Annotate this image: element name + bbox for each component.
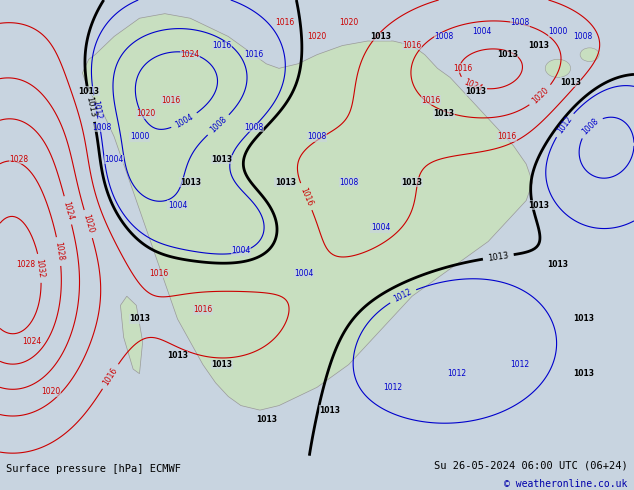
Text: 1016: 1016 — [498, 132, 517, 141]
Text: 1013: 1013 — [547, 260, 569, 269]
Text: 1016: 1016 — [212, 41, 231, 50]
Text: 1016: 1016 — [101, 366, 119, 387]
Text: Surface pressure [hPa] ECMWF: Surface pressure [hPa] ECMWF — [6, 464, 181, 474]
Text: 1024: 1024 — [181, 50, 200, 59]
Text: 1013: 1013 — [167, 351, 188, 360]
Text: 1004: 1004 — [472, 27, 491, 36]
Text: 1016: 1016 — [453, 64, 472, 73]
Text: 1000: 1000 — [548, 27, 567, 36]
Text: 1012: 1012 — [510, 360, 529, 369]
Text: 1013: 1013 — [370, 32, 391, 41]
Text: 1004: 1004 — [168, 200, 187, 210]
Text: 1008: 1008 — [434, 32, 453, 41]
Text: 1028: 1028 — [10, 155, 29, 164]
Text: 1008: 1008 — [581, 117, 600, 136]
Text: 1016: 1016 — [276, 18, 295, 27]
Text: 1008: 1008 — [510, 18, 529, 27]
Text: 1013: 1013 — [560, 77, 581, 87]
Text: 1020: 1020 — [307, 32, 327, 41]
Text: 1013: 1013 — [433, 109, 455, 119]
Text: 1013: 1013 — [78, 87, 100, 96]
Text: 1013: 1013 — [496, 50, 518, 59]
Text: 1013: 1013 — [573, 369, 594, 378]
Circle shape — [545, 59, 571, 77]
Text: 1012: 1012 — [392, 287, 413, 304]
Text: 1013: 1013 — [528, 200, 550, 210]
Text: 1016: 1016 — [422, 96, 441, 105]
Text: 1016: 1016 — [193, 305, 212, 315]
Text: 1020: 1020 — [81, 214, 95, 235]
Text: 1028: 1028 — [16, 260, 35, 269]
Text: 1004: 1004 — [231, 246, 250, 255]
Text: 1016: 1016 — [299, 186, 314, 207]
Text: 1012: 1012 — [555, 115, 574, 135]
Text: 1013: 1013 — [211, 360, 233, 369]
Text: 1013: 1013 — [275, 178, 296, 187]
Text: 1024: 1024 — [61, 200, 75, 221]
Text: 1016: 1016 — [244, 50, 263, 59]
Text: 1032: 1032 — [35, 258, 46, 278]
Text: 1013: 1013 — [256, 415, 277, 424]
Text: 1008: 1008 — [92, 123, 111, 132]
Text: 1008: 1008 — [244, 123, 263, 132]
Text: 1013: 1013 — [84, 96, 98, 118]
Text: 1008: 1008 — [339, 178, 358, 187]
Text: 1004: 1004 — [295, 269, 314, 278]
Text: 1028: 1028 — [53, 242, 65, 262]
Text: 1000: 1000 — [130, 132, 149, 141]
Text: 1004: 1004 — [105, 155, 124, 164]
Text: 1008: 1008 — [307, 132, 327, 141]
Text: 1004: 1004 — [371, 223, 390, 232]
Text: 1020: 1020 — [41, 388, 60, 396]
Polygon shape — [120, 296, 143, 374]
Text: 1012: 1012 — [90, 99, 103, 120]
Text: 1008: 1008 — [209, 115, 228, 135]
Text: 1008: 1008 — [574, 32, 593, 41]
Text: 1013: 1013 — [179, 178, 201, 187]
Text: 1013: 1013 — [528, 41, 550, 50]
Text: 1020: 1020 — [136, 109, 155, 119]
Text: 1016: 1016 — [162, 96, 181, 105]
Text: 1004: 1004 — [174, 112, 195, 130]
Text: 1013: 1013 — [573, 315, 594, 323]
Text: 1020: 1020 — [531, 86, 551, 105]
Text: 1013: 1013 — [487, 251, 509, 263]
Circle shape — [580, 48, 599, 62]
Text: 1013: 1013 — [319, 406, 340, 415]
Text: © weatheronline.co.uk: © weatheronline.co.uk — [504, 479, 628, 489]
Text: 1013: 1013 — [211, 155, 233, 164]
Text: 1016: 1016 — [149, 269, 168, 278]
Text: 1013: 1013 — [401, 178, 423, 187]
Text: 1024: 1024 — [22, 337, 41, 346]
Text: 1012: 1012 — [447, 369, 466, 378]
Polygon shape — [82, 14, 533, 410]
Text: 1013: 1013 — [465, 87, 486, 96]
Text: 1013: 1013 — [129, 315, 150, 323]
Text: 1012: 1012 — [384, 383, 403, 392]
Text: 1016: 1016 — [403, 41, 422, 50]
Text: 1020: 1020 — [339, 18, 358, 27]
Text: 1024: 1024 — [462, 77, 484, 94]
Text: Su 26-05-2024 06:00 UTC (06+24): Su 26-05-2024 06:00 UTC (06+24) — [434, 461, 628, 471]
